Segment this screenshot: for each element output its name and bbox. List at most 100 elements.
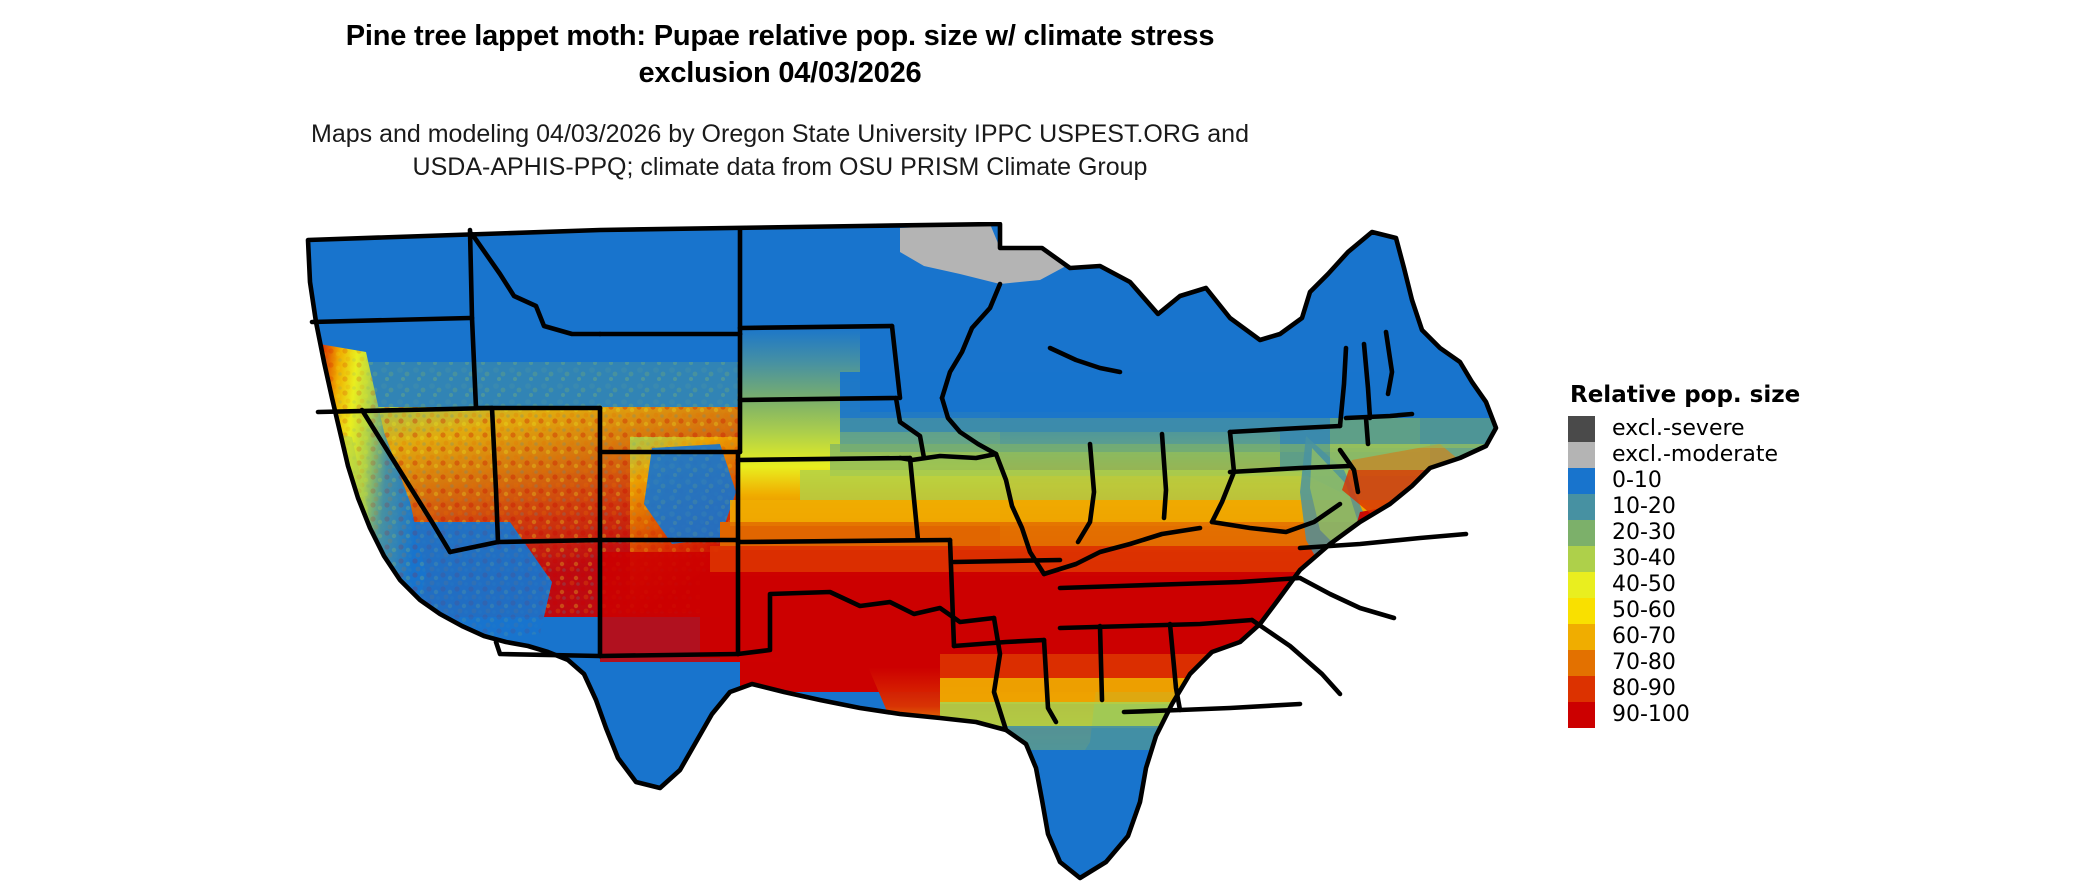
legend-label: 20-30 (1612, 520, 1676, 545)
figure-subtitle-line-1: Maps and modeling 04/03/2026 by Oregon S… (311, 120, 1249, 148)
border-ks-ok (735, 537, 953, 545)
border-ct-ny (1363, 415, 1371, 447)
border-ma-ct-ri (1343, 411, 1415, 421)
figure-title-line-1: Pine tree lappet moth: Pupae relative po… (345, 20, 1215, 52)
legend-item: 70-80 (1568, 650, 1968, 676)
border-nv-ut (489, 405, 501, 545)
figure-title: Pine tree lappet moth: Pupae relative po… (0, 18, 1560, 92)
legend-item: 20-30 (1568, 520, 1968, 546)
border-in-oh (1159, 431, 1169, 521)
border-nc-va (1297, 531, 1469, 551)
border-ia-wi-il (939, 395, 999, 457)
border-pa-md (1227, 463, 1353, 475)
border-la-ms (1041, 637, 1059, 725)
legend-swatch (1568, 520, 1595, 546)
legend-swatch (1568, 442, 1595, 468)
state-boundaries (305, 222, 1499, 881)
border-vt-nh (1361, 341, 1373, 421)
border-nj-pa (1337, 447, 1361, 495)
legend-item: 0-10 (1568, 468, 1968, 494)
us-choropleth-map (300, 222, 1560, 882)
border-wi-mi (1047, 345, 1123, 375)
border-ga-fl (1121, 701, 1303, 715)
border-nm-mx (597, 651, 741, 659)
border-or-id (469, 315, 479, 411)
national-outline (305, 222, 1499, 881)
legend-item: excl.-severe (1568, 416, 1968, 442)
legend-swatch (1568, 572, 1595, 598)
legend-item: 80-90 (1568, 676, 1968, 702)
border-ne-ks (735, 455, 913, 463)
border-tx-la (991, 615, 1009, 733)
border-mo-ar (951, 557, 1063, 565)
border-mo-ia-il (993, 451, 1047, 577)
legend-item: 90-100 (1568, 702, 1968, 728)
legend-swatch (1568, 624, 1595, 650)
legend-item: excl.-moderate (1568, 442, 1968, 468)
legend-item: 10-20 (1568, 494, 1968, 520)
figure-title-line-2: exclusion 04/03/2026 (638, 57, 922, 90)
exclusion-moderate-zone (900, 224, 1066, 284)
border-sd-ne (737, 395, 899, 403)
figure-subtitle: Maps and modeling 04/03/2026 by Oregon S… (0, 118, 1560, 184)
border-il-ky (1041, 525, 1203, 577)
border-oh-wv-pa (1209, 429, 1237, 525)
border-mn-ia (889, 323, 903, 401)
border-nd-sd (737, 323, 895, 331)
border-ok-ar (947, 537, 957, 649)
border-tn-ms-al-ga (1057, 617, 1255, 631)
border-ca-nv (359, 407, 453, 555)
border-id-mt (469, 231, 603, 337)
legend-rows: excl.-severe excl.-moderate 0-10 10-20 20-30… (1568, 416, 1968, 728)
legend-label: excl.-severe (1612, 416, 1745, 441)
border-va-wv-md (1209, 501, 1343, 535)
border-ks-mo (907, 455, 921, 543)
legend-label: 70-80 (1612, 650, 1676, 675)
border-mn-wi (939, 281, 1003, 401)
legend-item: 30-40 (1568, 546, 1968, 572)
legend-item: 60-70 (1568, 624, 1968, 650)
figure-subtitle-line-2: USDA-APHIS-PPQ; climate data from OSU PR… (412, 153, 1148, 181)
border-or-ca-nv (315, 405, 495, 415)
border-wa-id (467, 227, 475, 321)
border-ms-al (1097, 623, 1105, 703)
border-nv-az (447, 539, 501, 555)
border-pa-ny (1227, 423, 1343, 435)
border-sc-nc (1297, 575, 1397, 621)
legend-item: 40-50 (1568, 572, 1968, 598)
border-ky-tn (1057, 575, 1303, 591)
legend-swatch (1568, 676, 1595, 702)
legend-swatch (1568, 416, 1595, 442)
legend-swatch (1568, 598, 1595, 624)
legend-swatch (1568, 546, 1595, 572)
legend-label: 30-40 (1612, 546, 1676, 571)
border-ar-la-ms (951, 637, 1047, 649)
border-il-in (1075, 441, 1097, 545)
border-wa-or (309, 315, 473, 325)
border-nh-me (1383, 329, 1395, 397)
border-az-ut (495, 537, 603, 545)
map-legend: Relative pop. size excl.-severe excl.-mod… (1568, 382, 1968, 728)
legend-label: 0-10 (1612, 468, 1662, 493)
legend-label: 60-70 (1612, 624, 1676, 649)
border-ga-sc (1249, 617, 1343, 697)
legend-label: 90-100 (1612, 702, 1690, 727)
legend-label: 80-90 (1612, 676, 1676, 701)
border-al-ga (1167, 621, 1183, 713)
population-raster (308, 224, 1496, 878)
border-ny-vt-nh (1337, 345, 1349, 429)
us-map-svg (305, 222, 1499, 881)
legend-swatch (1568, 650, 1595, 676)
legend-title: Relative pop. size (1570, 382, 1801, 408)
legend-label: 10-20 (1612, 494, 1676, 519)
legend-swatch (1568, 494, 1595, 520)
border-ne-ia (893, 395, 927, 461)
legend-swatch (1568, 702, 1595, 728)
legend-item: 50-60 (1568, 598, 1968, 624)
legend-swatch (1568, 468, 1595, 494)
legend-label: 50-60 (1612, 598, 1676, 623)
legend-label: excl.-moderate (1612, 442, 1778, 467)
border-az-mx (493, 639, 603, 659)
border-ok-tx (735, 589, 997, 657)
